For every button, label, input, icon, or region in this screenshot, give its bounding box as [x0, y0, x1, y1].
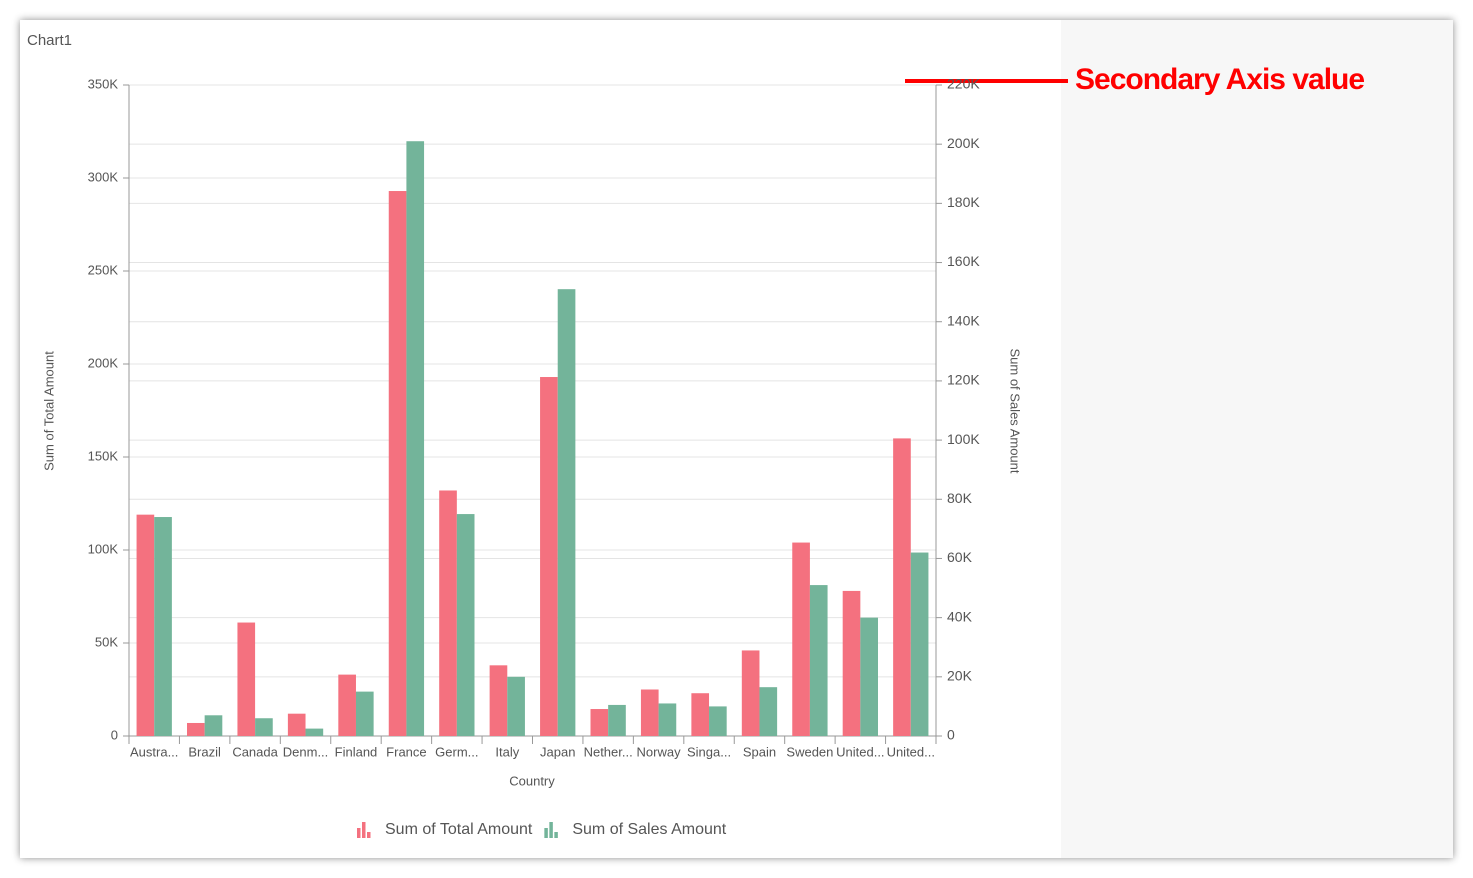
y2-tick-label: 140K — [947, 312, 980, 328]
bar — [237, 622, 256, 736]
bar — [287, 713, 306, 736]
bar — [640, 689, 659, 736]
bar — [187, 722, 205, 736]
y-tick-label: 0 — [111, 727, 118, 742]
legend-icon — [362, 822, 366, 838]
bar — [154, 517, 172, 736]
y2-tick-label: 180K — [947, 194, 980, 210]
bar — [540, 377, 558, 736]
x-tick-label: France — [386, 744, 426, 759]
legend-icon — [544, 828, 548, 838]
annotation: Secondary Axis value — [1075, 63, 1364, 96]
x-tick-label: Singa... — [687, 744, 731, 759]
y-tick-label: 200K — [88, 355, 119, 370]
x-tick-label: Japan — [540, 744, 575, 759]
y2-tick-label: 100K — [947, 431, 980, 447]
bar — [355, 691, 374, 736]
bar — [759, 687, 778, 736]
x-tick-label: Finland — [335, 744, 378, 759]
bar — [456, 514, 475, 736]
y-tick-label: 100K — [88, 541, 119, 556]
y2-tick-label: 40K — [947, 608, 973, 624]
y2-tick-label: 20K — [947, 668, 973, 684]
x-tick-label: Sweden — [786, 744, 833, 759]
x-tick-label: Spain — [743, 744, 776, 759]
y-tick-label: 150K — [88, 448, 119, 463]
x-tick-label: Canada — [232, 744, 278, 759]
bar — [893, 438, 911, 736]
y2-tick-label: 120K — [947, 372, 980, 388]
legend-icon — [367, 832, 371, 838]
bar — [658, 703, 677, 736]
y2-tick-label: 80K — [947, 490, 973, 506]
y-tick-label: 250K — [88, 262, 119, 277]
bar — [557, 289, 576, 736]
x-tick-label: United... — [836, 744, 884, 759]
bar — [489, 665, 508, 736]
x-axis-title: Country — [509, 773, 555, 788]
bar — [910, 552, 929, 736]
bar — [136, 514, 155, 736]
x-tick-label: Germ... — [435, 744, 478, 759]
bar — [590, 709, 609, 736]
y2-tick-label: 0 — [947, 727, 955, 743]
legend-icon — [554, 832, 558, 838]
bar — [204, 715, 223, 736]
y2-tick-label: 160K — [947, 253, 980, 269]
x-tick-label: Nether... — [584, 744, 633, 759]
y-tick-label: 350K — [88, 76, 119, 91]
x-tick-label: Italy — [495, 744, 519, 759]
bar — [388, 191, 407, 736]
bar — [809, 585, 828, 736]
bar — [860, 617, 878, 736]
x-tick-label: United... — [887, 744, 935, 759]
legend-icon — [549, 822, 553, 838]
bar — [305, 728, 324, 736]
x-tick-label: Brazil — [188, 744, 221, 759]
y2-axis-title: Sum of Sales Amount — [1008, 348, 1023, 473]
x-tick-label: Denm... — [283, 744, 329, 759]
bar — [255, 718, 273, 736]
chart-title: Chart1 — [27, 32, 72, 49]
bar — [691, 693, 710, 736]
y2-tick-label: 60K — [947, 549, 973, 565]
bar — [338, 674, 356, 736]
legend-label: Sum of Total Amount — [385, 821, 533, 838]
bar — [709, 706, 727, 736]
y-tick-label: 300K — [88, 169, 119, 184]
bar — [406, 141, 425, 737]
side-panel — [1061, 20, 1453, 858]
bar — [608, 704, 626, 736]
y-tick-label: 50K — [95, 634, 118, 649]
bar — [507, 676, 525, 736]
bar — [741, 650, 760, 736]
x-tick-label: Austra... — [130, 744, 178, 759]
x-tick-label: Norway — [637, 744, 682, 759]
bar — [792, 542, 810, 736]
bar — [842, 590, 861, 736]
legend-label: Sum of Sales Amount — [572, 821, 726, 838]
y2-tick-label: 220K — [947, 76, 980, 92]
y-axis-title: Sum of Total Amount — [41, 351, 56, 471]
legend-icon — [357, 828, 361, 838]
bar — [439, 490, 457, 736]
y2-tick-label: 200K — [947, 135, 980, 151]
